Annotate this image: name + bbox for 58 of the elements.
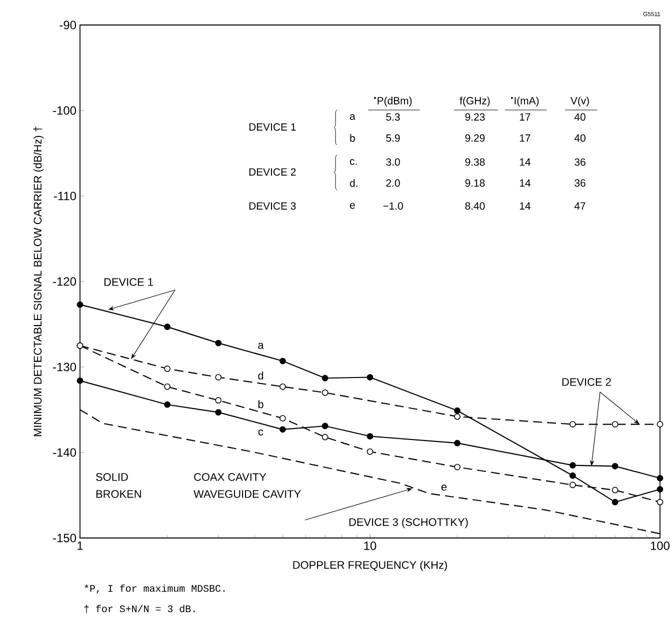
annotation: DEVICE 3 xyxy=(249,202,296,210)
annotation: 5.9 xyxy=(386,134,400,142)
annotation: DEVICE 2 xyxy=(249,168,296,176)
x-tick-label: 10 xyxy=(364,542,376,550)
y-tick-label: -100 xyxy=(53,106,76,115)
annotation: DEVICE 1 xyxy=(249,123,296,131)
x-tick-label: 100 xyxy=(650,542,670,550)
annotation: 14 xyxy=(520,202,530,210)
x-tick-label: 1 xyxy=(78,542,83,550)
annotation: e xyxy=(350,203,355,209)
annotation: 9.38 xyxy=(465,158,485,166)
annotation: 40 xyxy=(574,134,586,142)
annotation: c. xyxy=(350,159,357,165)
annotation: DEVICE 1 xyxy=(104,278,153,286)
annotation: 17 xyxy=(520,113,530,121)
annotation: DEVICE 2 xyxy=(562,378,611,386)
text: † for S+N/N = 3 dB. xyxy=(84,604,195,614)
annotation: 17 xyxy=(520,134,530,142)
annotation: COAX CAVITY xyxy=(194,473,266,481)
text: *P, I for maximum MDSBC. xyxy=(84,584,225,594)
annotation: $^{•}$P(dBm) xyxy=(374,96,412,106)
series-label: c xyxy=(258,430,264,436)
series-label: e xyxy=(441,484,447,491)
series-label: d xyxy=(258,371,264,380)
annotation: b xyxy=(350,134,355,142)
y-tick-label: -120 xyxy=(53,277,76,286)
annotation: 14 xyxy=(520,179,530,187)
annotation: DEVICE 3 (SCHOTTKY) xyxy=(349,518,468,528)
annotation: 9.23 xyxy=(465,113,485,121)
annotation: SOLID xyxy=(96,473,128,481)
annotation: 36 xyxy=(574,179,586,187)
annotation: $^{•}$I(mA) xyxy=(510,96,539,106)
annotation: 3.0 xyxy=(386,158,400,166)
annotation: 8.40 xyxy=(465,202,485,210)
annotation: 40 xyxy=(574,113,586,121)
annotation: V(v) xyxy=(570,96,589,106)
y-axis-title: MINIMUM DETECTABLE SIGNAL BELOW CARRIER (dB/Hz) † xyxy=(34,126,44,436)
series-label: b xyxy=(258,400,264,408)
y-tick-label: -90 xyxy=(60,20,76,30)
annotation: 9.29 xyxy=(465,134,485,142)
y-tick-label: -110 xyxy=(54,192,76,200)
annotation: 14 xyxy=(520,158,530,166)
annotation: 47 xyxy=(574,202,586,210)
annotation: a xyxy=(350,114,356,120)
y-tick-label: -140 xyxy=(53,448,76,457)
annotation: −1.0 xyxy=(383,202,403,210)
annotation: BROKEN xyxy=(96,490,141,498)
y-tick-label: -150 xyxy=(53,534,76,542)
x-axis-title: DOPPLER FREQUENCY (KHz) xyxy=(293,560,447,572)
series-label: a xyxy=(258,342,264,349)
annotation: WAVEGUIDE CAVITY xyxy=(194,490,301,498)
y-tick-label: -130 xyxy=(53,362,76,372)
annotation: 9.18 xyxy=(465,179,485,187)
annotation: f(GHz) xyxy=(460,96,490,106)
annotation: 5.3 xyxy=(386,113,400,121)
annotation: d. xyxy=(350,179,358,187)
annotation: 36 xyxy=(574,158,586,166)
annotation: 2.0 xyxy=(386,179,400,187)
